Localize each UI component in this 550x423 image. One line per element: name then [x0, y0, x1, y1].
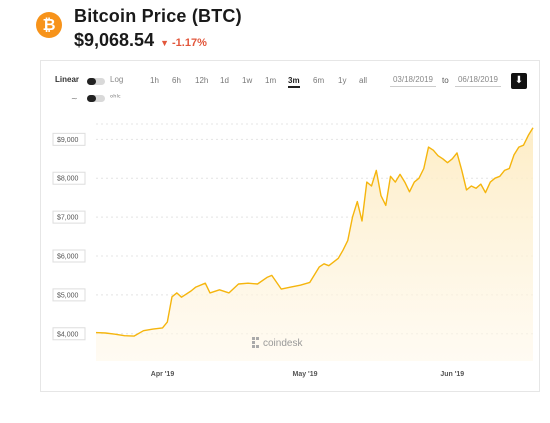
- range-1d-button[interactable]: 1d: [220, 76, 229, 85]
- range-12h-button[interactable]: 12h: [195, 76, 209, 85]
- scale-toggle[interactable]: [87, 78, 105, 85]
- watermark-text: coindesk: [263, 338, 303, 349]
- range-all-button[interactable]: all: [359, 76, 368, 85]
- range-6h-button[interactable]: 6h: [172, 76, 181, 85]
- coindesk-watermark: coindesk: [252, 337, 303, 349]
- y-tick-label: $8,000: [57, 176, 79, 183]
- range-1y-button[interactable]: 1y: [338, 76, 347, 85]
- chart-type-toggle[interactable]: [87, 95, 105, 102]
- range-1m-button[interactable]: 1m: [265, 76, 277, 85]
- scale-log-label: Log: [110, 75, 124, 84]
- ohlc-chart-icon[interactable]: ᵒʰˡᶜ: [110, 93, 121, 102]
- y-tick-label: $6,000: [57, 254, 79, 261]
- y-tick-box: [52, 249, 86, 263]
- toggle-knob: [87, 95, 96, 102]
- x-tick-label: Apr '19: [151, 371, 175, 378]
- price-row: $9,068.54 ▼ -1.17%: [74, 30, 207, 51]
- range-1h-button[interactable]: 1h: [150, 76, 159, 85]
- date-from-input[interactable]: 03/18/2019: [390, 74, 436, 87]
- price-change: ▼ -1.17%: [160, 37, 207, 49]
- price-line: [95, 127, 534, 337]
- y-tick-label: $9,000: [57, 137, 79, 144]
- chart-card: Linear Log 1h 6h 12h 1d 1w 1m 3m 6m 1y a…: [40, 60, 540, 392]
- line-chart-icon[interactable]: ~: [71, 94, 78, 103]
- y-tick-label: $7,000: [57, 215, 79, 222]
- chart-toolbar: Linear Log 1h 6h 12h 1d 1w 1m 3m 6m 1y a…: [55, 73, 529, 89]
- current-price: $9,068.54: [74, 30, 155, 50]
- range-1w-button[interactable]: 1w: [242, 76, 253, 85]
- x-axis: Apr '19 May '19 Jun '19: [151, 371, 465, 378]
- range-3m-button[interactable]: 3m: [288, 76, 300, 88]
- y-axis: $4,000 $5,000 $6,000 $7,000 $8,000 $9,000: [52, 132, 86, 341]
- price-chart: coindesk $4,000$5,000$6,000$7,000$8,000$…: [52, 123, 534, 378]
- bitcoin-logo-icon: ₿: [36, 12, 62, 38]
- x-tick-label: Jun '19: [440, 371, 464, 378]
- y-tick-box: [52, 288, 86, 302]
- x-tick-label: May '19: [292, 371, 317, 378]
- coindesk-logo-icon: [252, 337, 259, 348]
- date-to-input[interactable]: 06/18/2019: [455, 74, 501, 87]
- y-tick-label: $4,000: [57, 331, 79, 338]
- download-button[interactable]: ⬇: [511, 73, 527, 89]
- price-change-value: -1.17%: [172, 37, 207, 49]
- download-icon: ⬇: [514, 75, 524, 86]
- down-arrow-icon: ▼: [160, 38, 169, 48]
- y-tick-box: [52, 171, 86, 185]
- y-tick-box: [52, 132, 86, 146]
- date-to-label: to: [442, 76, 449, 85]
- page-title: Bitcoin Price (BTC): [74, 6, 242, 26]
- price-area: [96, 127, 533, 361]
- y-tick-label: $5,000: [57, 292, 79, 299]
- y-tick-box: [52, 210, 86, 224]
- range-6m-button[interactable]: 6m: [313, 76, 325, 85]
- price-header: ₿ Bitcoin Price (BTC) $9,068.54 ▼ -1.17%: [36, 6, 496, 56]
- area-layer: [95, 127, 534, 361]
- toggle-knob: [87, 78, 96, 85]
- scale-linear-label: Linear: [55, 75, 80, 84]
- y-tick-box: [52, 327, 86, 341]
